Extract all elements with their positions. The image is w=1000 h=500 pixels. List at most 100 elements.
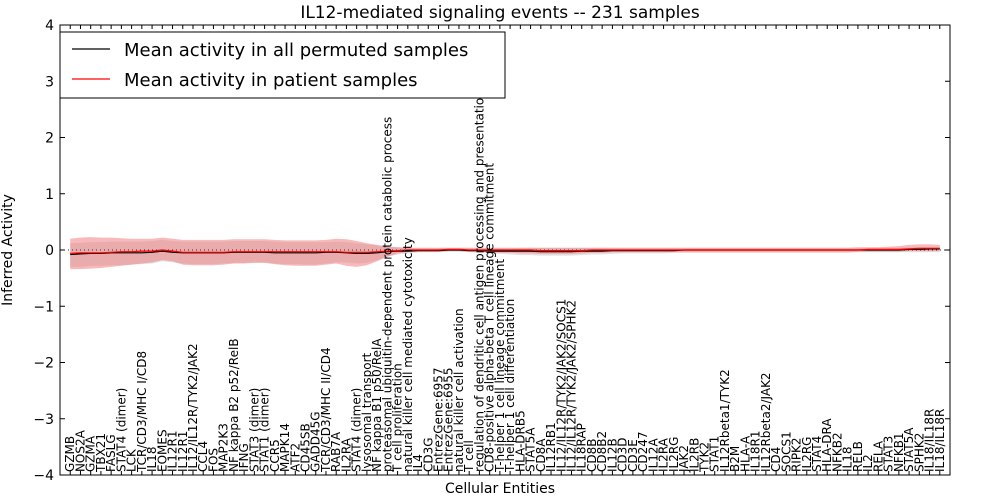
x-tick-label: TBX21 — [94, 433, 108, 473]
x-tick-label: IL12R1 — [176, 431, 190, 472]
x-tick-label: IL2 — [861, 454, 875, 472]
x-tick-label: GADD45G — [309, 411, 323, 472]
x-tick-label: NF kappa B2 p52/RelB — [227, 338, 241, 472]
x-tick-label: IFNG — [237, 443, 251, 472]
x-tick-label: T-helper 1 cell lineage commitment — [493, 259, 507, 473]
x-tick-label: regulation of dendritic cell antigen pro… — [472, 90, 486, 472]
y-tick-label: 4 — [45, 18, 54, 34]
x-tick-label: CD3E — [626, 439, 640, 472]
x-tick-label: TCR/CD3/MHC I/CD8 — [135, 351, 149, 473]
line-series-1 — [70, 247, 940, 254]
x-tick-label: TYK2 — [698, 442, 712, 473]
x-tick-label: TCR/CD3/MHC II/CD4 — [319, 347, 333, 473]
x-tick-label: LCK — [125, 448, 139, 472]
x-tick-label: RIPK2 — [790, 437, 804, 472]
x-tick-label: STAT4 (dimer) — [114, 388, 128, 472]
x-tick-label: CD8B — [585, 439, 599, 473]
x-tick-label: lysosomal transport — [360, 352, 374, 472]
x-tick-label: T-helper 1 cell differentiation — [503, 299, 517, 473]
lines-layer — [70, 247, 940, 256]
x-tick-label: IL2RA — [339, 437, 353, 472]
x-tick-label: IL12B — [605, 438, 619, 472]
x-tick-label: IL12/IL12R/TYK2/JAK2 — [186, 343, 200, 472]
y-tick-label: −3 — [33, 412, 54, 428]
x-tick-label: STAT1 — [708, 436, 722, 472]
x-tick-label: IL2RG — [800, 437, 814, 473]
x-tick-label: SPHK2 — [912, 433, 926, 472]
x-tick-label: SOCS1 — [779, 431, 793, 472]
x-tick-label: EOMES — [155, 429, 169, 472]
legend-box — [59, 31, 506, 99]
x-tick-label: NOS2A — [74, 429, 88, 472]
x-tick-label: IL2RA — [657, 437, 671, 472]
x-tick-label: CD247 — [636, 431, 650, 472]
y-tick-label: 2 — [45, 131, 54, 147]
x-tick-label: IL12RB1 — [544, 422, 558, 472]
x-tick-label: STAT4 — [810, 436, 824, 472]
x-tick-label: CCR5 — [268, 439, 282, 472]
x-tick-label: IL12/IL12R/TYK2/JAK2/SOCS1 — [554, 299, 568, 472]
legend-label-patient: Mean activity in patient samples — [124, 70, 418, 91]
x-tick-label: RELA — [871, 440, 885, 472]
x-tick-label: IL18/IL18R — [933, 409, 947, 472]
x-tick-label: NFKB2 — [831, 432, 845, 472]
x-tick-label: STAT5A — [902, 427, 916, 472]
x-tick-label: IL2RB — [687, 438, 701, 472]
x-tick-label: IL18/IL18R — [923, 409, 937, 472]
x-tick-label: CD4 — [769, 447, 783, 472]
x-tick-label: IL18 — [841, 446, 855, 472]
x-tick-label: CCL4 — [196, 441, 210, 472]
legend: Mean activity in all permuted samples Me… — [59, 31, 506, 99]
x-tick-label: EntrezGene:6957 — [432, 367, 446, 472]
x-tick-label: CD8A — [534, 438, 548, 472]
x-tick-label: IL4 — [411, 454, 425, 472]
x-tick-label: CD3D — [616, 437, 630, 472]
x-tick-label: STAT3 — [882, 436, 896, 472]
x-tick-label: CD8-positive alpha-beta T cell lineage c… — [483, 163, 497, 472]
x-tick-label: proteasomal ubiquitin-dependent protein … — [380, 117, 394, 472]
x-tick-label: RELB — [851, 441, 865, 472]
x-tick-label: GZMA — [84, 435, 98, 472]
x-tick-label: JAK2 — [677, 445, 691, 473]
y-tick-label: −4 — [33, 468, 54, 484]
x-tick-label: natural killer cell activation — [452, 308, 466, 472]
x-tick-label: T cell proliferation — [391, 363, 405, 473]
x-tick-label: CD3G — [421, 437, 435, 472]
x-tick-label: STAT5A — [524, 427, 538, 472]
x-axis-label: Cellular Entities — [445, 481, 555, 497]
x-tick-label: RAB7A — [329, 431, 343, 472]
x-tick-label: NF kappa B1 p50/RelA — [370, 338, 384, 472]
x-tick-label: IL18 — [145, 447, 159, 473]
y-tick-label: −2 — [33, 356, 54, 372]
x-tick-label: IL12A — [646, 437, 660, 471]
x-tick-label: natural killer cell mediated cytotoxicit… — [401, 237, 415, 472]
x-tick-label: MAP2K3 — [217, 423, 231, 472]
x-tick-label: MAPK14 — [278, 423, 292, 472]
y-axis: −4 −3 −2 −1 0 1 2 3 4 — [33, 18, 950, 484]
x-tick-label: CD8B2 — [595, 431, 609, 472]
x-tick-label: B2M — [728, 446, 742, 472]
x-tick-label: HLA-DRB5 — [513, 410, 527, 472]
chart-title: IL12-mediated signaling events -- 231 sa… — [300, 3, 700, 23]
x-tick-label: ATF2 — [288, 443, 302, 472]
legend-label-permuted: Mean activity in all permuted samples — [124, 40, 468, 61]
x-tick-label: IL12Rbeta2/JAK2 — [759, 372, 773, 472]
x-tick-label: CD45SB — [299, 423, 313, 472]
y-axis-label: Inferred Activity — [0, 194, 16, 306]
x-tick-label: FASLG — [104, 434, 118, 472]
x-tick-label: IL12Rbeta1/TYK2 — [718, 369, 732, 472]
x-tick-label: IL2RG — [667, 437, 681, 473]
x-tick-label: NFKB1 — [892, 432, 906, 472]
x-tick-label: IL12/IL12R/TYK2/JAK2/SPHK2 — [565, 300, 579, 472]
x-tick-label: HLA-A — [738, 435, 752, 472]
x-tick-label: STAT1 (dimer) — [258, 388, 272, 472]
x-tick-label: GZMB — [63, 436, 77, 472]
x-tick-label: STAT3 (dimer) — [247, 388, 261, 472]
x-tick-label: T cell — [462, 440, 476, 473]
y-tick-label: 3 — [45, 74, 54, 90]
x-tick-label: HLA-DRA — [820, 418, 834, 472]
bands-layer — [70, 237, 940, 270]
x-tick-label: IL12R1 — [166, 431, 180, 472]
y-tick-label: −1 — [33, 299, 54, 315]
band-series-1 — [70, 237, 940, 270]
